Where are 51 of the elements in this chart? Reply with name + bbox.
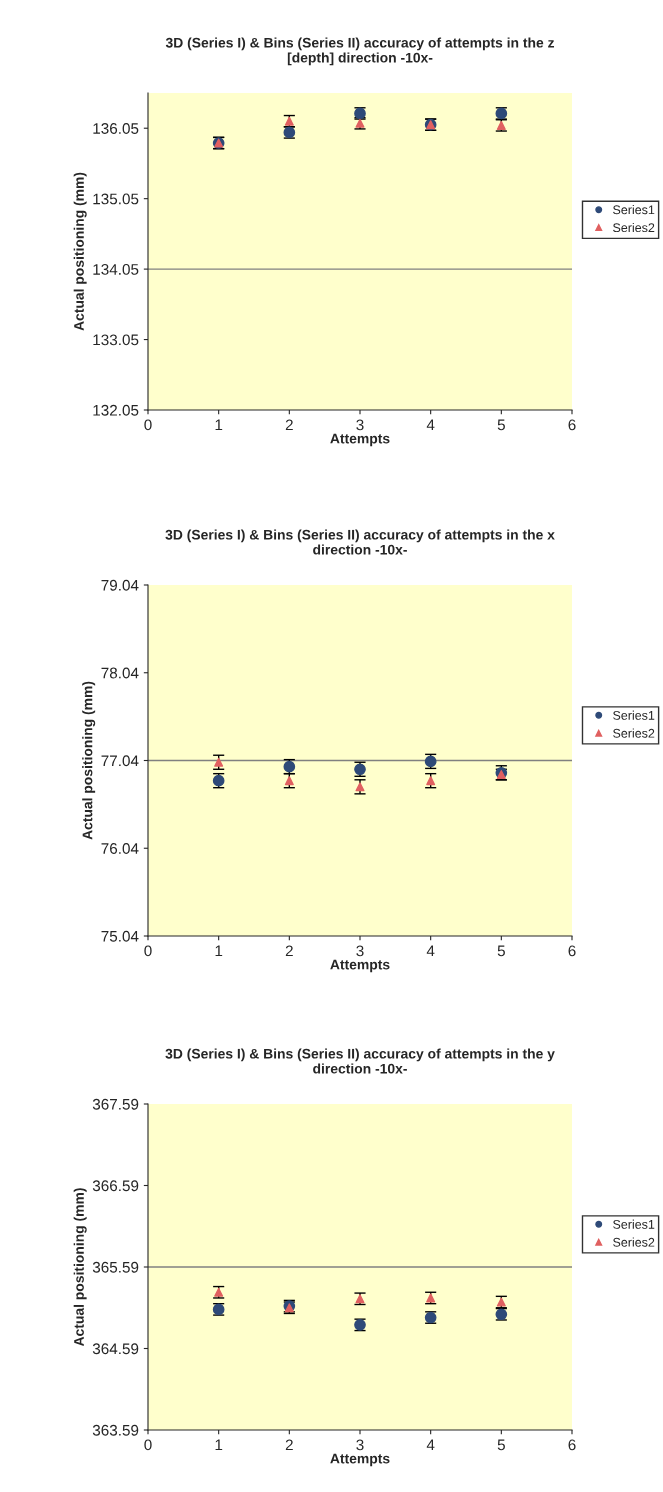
y-tick-label: 75.04 — [101, 930, 139, 942]
x-tick-label: 5 — [497, 1439, 505, 1451]
y-tick-label: 132.05 — [93, 404, 139, 416]
y-tick-label: 79.04 — [101, 579, 139, 591]
y-tick-label: 364.59 — [92, 1343, 139, 1355]
x-tick-label: 6 — [568, 945, 576, 957]
x-tick-label: 0 — [144, 419, 152, 431]
x-tick-label: 1 — [215, 1439, 223, 1451]
y-axis-title: Actual positioning (mm) — [82, 681, 96, 840]
chart-title: 3D (Series I) & Bins (Series II) accuracy of attempts in the x direction -10x- — [165, 529, 555, 555]
legend-label: Series1 — [613, 1219, 655, 1229]
x-tick-label: 3 — [356, 419, 364, 431]
x-tick-label: 2 — [285, 1439, 293, 1451]
chart-title: 3D (Series I) & Bins (Series II) accuracy of attempts in the z [depth] direction -10x- — [165, 37, 555, 66]
x-tick-label: 4 — [426, 945, 435, 957]
x-axis-title: Attempts — [330, 959, 390, 973]
legend-label: Series2 — [613, 728, 655, 738]
x-tick-label: 6 — [568, 1439, 576, 1451]
x-axis-title: Attempts — [330, 1453, 390, 1467]
y-tick-label: 77.04 — [101, 755, 139, 767]
y-tick-label: 365.59 — [92, 1261, 139, 1273]
x-tick-label: 4 — [426, 419, 435, 431]
y-axis-title: Actual positioning (mm) — [73, 1188, 87, 1347]
x-tick-label: 3 — [356, 945, 364, 957]
x-tick-label: 0 — [144, 1439, 152, 1451]
x-tick-label: 5 — [497, 945, 505, 957]
x-tick-label: 1 — [215, 419, 223, 431]
x-tick-label: 0 — [144, 945, 152, 957]
y-axis-title: Actual positioning (mm) — [73, 172, 87, 331]
x-tick-label: 4 — [426, 1439, 435, 1451]
legend-label: Series2 — [613, 1237, 655, 1247]
legend-label: Series1 — [613, 710, 655, 720]
x-axis-title: Attempts — [330, 433, 390, 447]
y-tick-label: 363.59 — [92, 1424, 139, 1436]
y-tick-label: 78.04 — [101, 667, 139, 679]
x-tick-label: 1 — [215, 945, 223, 957]
chart-title: 3D (Series I) & Bins (Series II) accuracy of attempts in the y direction -10x- — [165, 1048, 555, 1074]
x-tick-label: 3 — [356, 1439, 364, 1451]
legend-label: Series1 — [613, 205, 655, 215]
legend-label: Series2 — [613, 222, 655, 233]
y-tick-label: 134.05 — [93, 263, 139, 275]
x-tick-label: 6 — [568, 419, 576, 431]
y-tick-label: 367.59 — [92, 1098, 139, 1110]
y-tick-label: 366.59 — [92, 1180, 139, 1192]
x-tick-label: 2 — [285, 945, 293, 957]
y-tick-label: 135.05 — [93, 193, 139, 205]
x-tick-label: 5 — [497, 419, 505, 431]
y-tick-label: 136.05 — [93, 123, 139, 134]
y-tick-label: 76.04 — [101, 843, 139, 854]
y-tick-label: 133.05 — [93, 334, 139, 346]
x-tick-label: 2 — [285, 419, 293, 431]
